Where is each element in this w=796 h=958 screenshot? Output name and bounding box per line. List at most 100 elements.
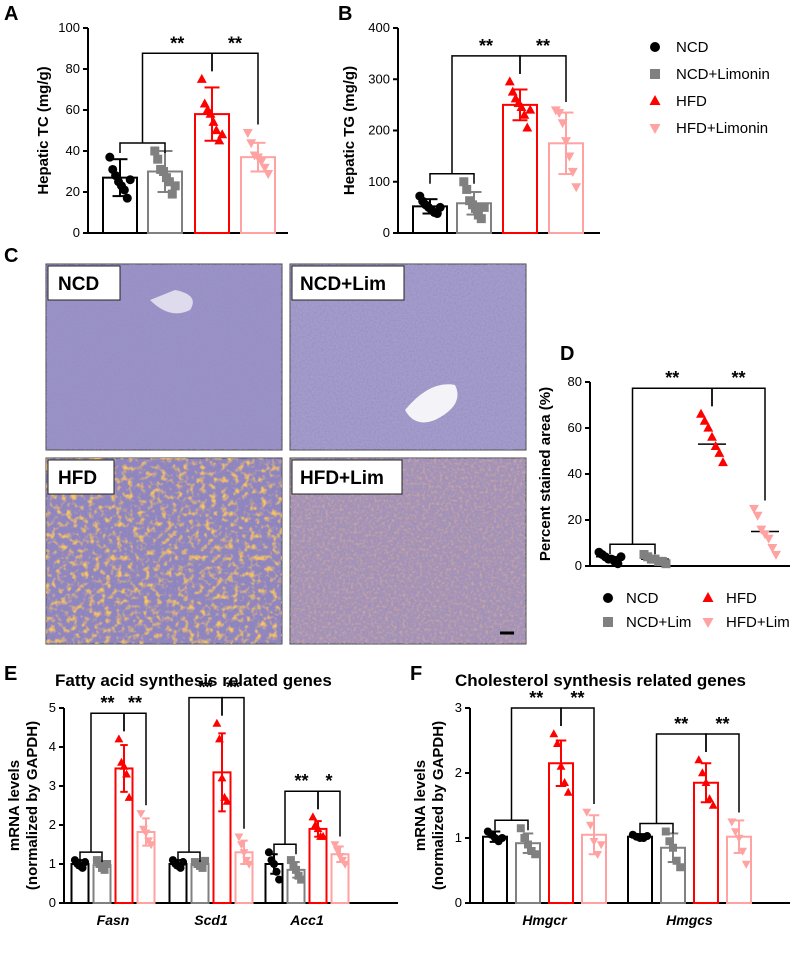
legend-marker-hfd-limonin (649, 124, 661, 134)
legend-label-ncd-lim: NCD+Lim (626, 614, 691, 631)
point-ncd-limonin (150, 146, 160, 156)
y-tick-label: 2 (49, 817, 56, 832)
point-ncd-limonin (164, 177, 174, 187)
category-label-scd1: Scd1 (194, 912, 228, 928)
point-hfd (710, 441, 721, 450)
y-tick-label: 0 (49, 895, 56, 910)
point-hfd (563, 787, 573, 796)
y-tick-label: 0 (575, 558, 582, 573)
title-cholesterol: Cholesterol synthesis related genes (455, 671, 746, 690)
point-hfd (318, 831, 328, 840)
bar-hfd (502, 103, 538, 234)
category-label-acc1: Acc1 (289, 912, 324, 928)
significance-label: ** (294, 771, 308, 791)
bar-hfd (308, 827, 328, 905)
significance-bracket (211, 52, 259, 125)
y-tick-label: 40 (568, 466, 582, 481)
label-hfd-lim: HFD+Lim (300, 468, 384, 489)
significance-label: ** (100, 693, 114, 713)
point-ncd-limonin (520, 834, 529, 842)
significance-label: ** (128, 693, 142, 713)
significance-bracket (141, 52, 213, 143)
point-ncd-limonin (479, 202, 489, 212)
legend-label-hfd: HFD (726, 590, 757, 607)
micrograph-hfd-lim: HFD+Lim (289, 457, 527, 645)
panel-label-e: E (4, 663, 17, 685)
legend-label-hfd: HFD (676, 93, 707, 110)
point-hfd (553, 738, 562, 747)
y-axis-title: mRNA levels (6, 760, 23, 851)
y-tick-label: 4 (49, 739, 56, 754)
point-hfd-limonin (738, 847, 747, 856)
legend-label-hfd-limonin: HFD+Limonin (676, 120, 768, 137)
point-hfd-lim (752, 511, 763, 521)
point-hfd-limonin (731, 828, 740, 837)
point-hfd (199, 98, 210, 108)
y-axis-title: mRNA levels (412, 760, 429, 851)
point-hfd-limonin (333, 847, 342, 856)
point-hfd-limonin (340, 860, 350, 869)
legend-marker-hfd (649, 95, 661, 105)
y-axis-subtitle: (normalized by GAPDH) (24, 721, 41, 890)
point-hfd-limonin (141, 829, 151, 838)
point-ncd-lim (661, 559, 671, 569)
point-ncd (179, 858, 188, 867)
significance-bracket (451, 55, 521, 174)
point-hfd (217, 129, 228, 139)
point-hfd (698, 768, 707, 777)
point-hfd (124, 792, 134, 801)
point-hfd-limonin (330, 841, 340, 850)
y-tick-label: 20 (66, 184, 80, 199)
point-ncd (616, 552, 626, 562)
legend-label-ncd: NCD (626, 590, 659, 607)
significance-label: ** (715, 714, 729, 734)
panel-label-a: A (4, 3, 18, 25)
legend-marker-ncd-limonin (650, 69, 660, 79)
significance-bracket (711, 387, 766, 501)
significance-bracket (221, 696, 245, 829)
y-tick-label: 0 (383, 225, 390, 240)
label-ncd: NCD (58, 274, 99, 295)
chart-hepatic-tc: 0 20 40 60 80 100 Hepatic TC (mg/g) ** ** (35, 20, 288, 240)
point-ncd (275, 875, 284, 884)
point-hfd (507, 86, 518, 96)
point-hfd (703, 422, 714, 432)
point-ncd-limonin (198, 863, 207, 872)
significance-label: ** (198, 678, 212, 698)
point-ncd (122, 193, 132, 203)
point-ncd (119, 185, 129, 195)
chart-cholesterol-genes: 0 1 2 3 mRNA levels (normalized by GAPDH) ** **… (412, 688, 790, 928)
y-tick-label: 80 (568, 374, 582, 389)
point-hfd (525, 104, 536, 114)
point-ncd-limonin (516, 824, 525, 833)
point-hfd-limonin (244, 860, 254, 869)
point-hfd (560, 777, 569, 786)
bar-ncd (482, 835, 508, 905)
point-hfd-lim (756, 525, 767, 535)
point-hfd (308, 812, 318, 821)
point-hfd-limonin (741, 860, 751, 869)
point-hfd-lim (767, 544, 778, 553)
y-tick-label: 0 (455, 895, 462, 910)
legend-marker-hfd-lim (702, 618, 714, 628)
significance-label: ** (479, 36, 493, 56)
point-ncd (81, 858, 90, 867)
point-hfd-limonin (263, 169, 274, 179)
point-hfd-limonin (564, 152, 575, 162)
significance-label: ** (529, 688, 543, 708)
significance-bracket (90, 712, 125, 853)
point-ncd-limonin (459, 177, 469, 187)
significance-label: ** (228, 33, 242, 53)
point-hfd-limonin (589, 838, 599, 847)
category-label-fasn: Fasn (97, 912, 130, 928)
point-ncd-limonin (286, 856, 295, 865)
significance-label: ** (226, 678, 240, 698)
point-hfd-limonin (557, 119, 568, 129)
point-hfd-limonin (146, 841, 156, 850)
point-hfd-limonin (554, 108, 565, 118)
legend-d: NCD HFD NCD+Lim HFD+Lim (603, 590, 790, 631)
significance-label: ** (570, 688, 584, 708)
significance-bracket (519, 55, 567, 102)
point-ncd-limonin (524, 840, 532, 849)
